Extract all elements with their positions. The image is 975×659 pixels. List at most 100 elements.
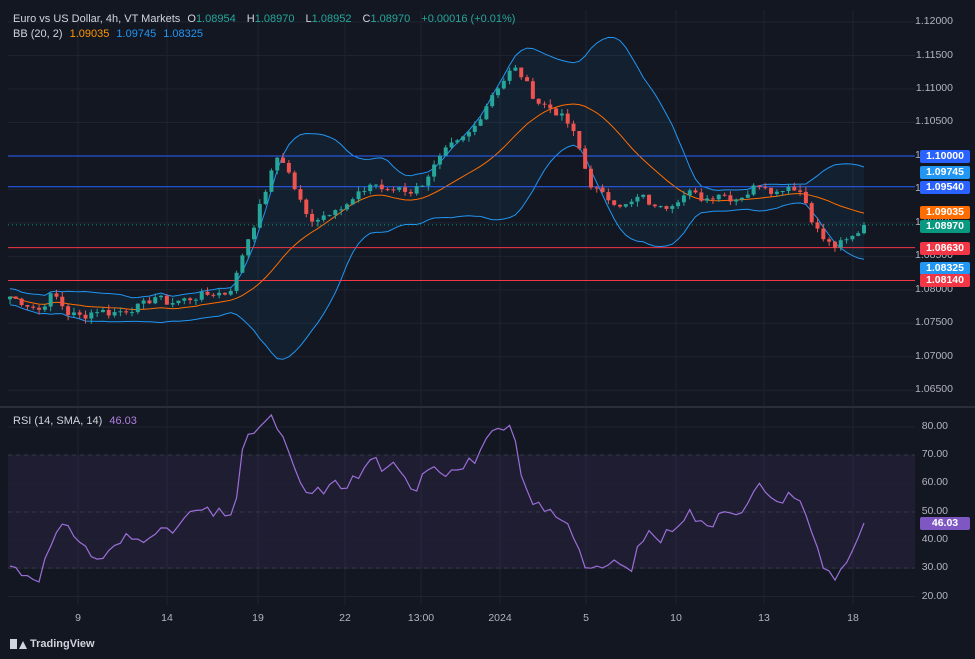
candle-body bbox=[240, 255, 245, 273]
candle-body bbox=[344, 204, 349, 210]
candle-body bbox=[536, 98, 541, 104]
candle-body bbox=[803, 191, 808, 204]
candle-body bbox=[496, 88, 500, 96]
candle-body bbox=[315, 219, 320, 222]
price-tick-label: 1.11500 bbox=[915, 48, 953, 61]
time-tick-label: 9 bbox=[75, 612, 81, 624]
candle-body bbox=[740, 197, 744, 200]
candle-body bbox=[519, 67, 524, 78]
candle-body bbox=[827, 239, 832, 242]
open-value: 1.08954 bbox=[195, 13, 236, 25]
candle-body bbox=[228, 290, 233, 295]
candle-body bbox=[339, 209, 344, 211]
time-tick-label: 13 bbox=[758, 612, 770, 624]
candle-body bbox=[832, 241, 837, 248]
candle-body bbox=[112, 312, 117, 316]
candle-body bbox=[286, 162, 291, 173]
candle-body bbox=[745, 194, 750, 198]
candle-body bbox=[461, 136, 466, 141]
candle-body bbox=[507, 70, 512, 81]
candle-body bbox=[664, 206, 669, 209]
candle-body bbox=[757, 185, 762, 188]
candle-body bbox=[321, 215, 326, 220]
bb-upper-line bbox=[9, 36, 865, 299]
candle-body bbox=[559, 113, 564, 116]
candle-body bbox=[693, 190, 698, 193]
candle-body bbox=[263, 191, 268, 205]
open-label: O bbox=[187, 13, 196, 25]
price-tick-label: 1.12000 bbox=[915, 15, 953, 28]
candle-body bbox=[618, 204, 622, 207]
time-tick-label: 2024 bbox=[488, 612, 512, 624]
price-tick-label: 1.07500 bbox=[915, 316, 953, 329]
high-label: H bbox=[246, 13, 255, 25]
candle-body bbox=[588, 168, 593, 188]
price-label: 1.10000 bbox=[920, 149, 970, 163]
candle-body bbox=[130, 312, 134, 314]
candle-body bbox=[188, 298, 193, 301]
rsi-tick-label: 60.00 bbox=[921, 476, 948, 489]
candle-body bbox=[374, 184, 378, 186]
candle-body bbox=[153, 297, 158, 304]
low-value: 1.08952 bbox=[311, 13, 352, 25]
candle-body bbox=[13, 296, 18, 299]
price-label: 1.08325 bbox=[920, 262, 970, 276]
candle-body bbox=[716, 194, 721, 200]
candle-body bbox=[147, 300, 152, 304]
candle-body bbox=[838, 240, 843, 248]
change-value: +0.00016 (+0.01%) bbox=[421, 13, 516, 25]
candle-body bbox=[751, 185, 756, 195]
candle-body bbox=[310, 213, 315, 222]
candle-body bbox=[594, 187, 599, 189]
bb-fill bbox=[10, 37, 864, 360]
candle-body bbox=[269, 170, 274, 192]
candle-body bbox=[48, 293, 53, 307]
candle-body bbox=[449, 142, 454, 148]
candle-body bbox=[356, 191, 361, 200]
candle-body bbox=[530, 81, 535, 99]
candle-body bbox=[327, 215, 332, 217]
time-tick-label: 14 bbox=[161, 612, 173, 624]
candle-body bbox=[809, 203, 814, 223]
candle-body bbox=[333, 210, 338, 216]
price-label: 1.08970 bbox=[920, 220, 970, 233]
price-tick-label: 1.10500 bbox=[915, 115, 953, 128]
rsi-legend: RSI (14, SMA, 14) 46.03 bbox=[13, 415, 141, 427]
candle-body bbox=[443, 147, 448, 156]
candle-body bbox=[37, 307, 42, 310]
bb-legend: BB (20, 2) 1.09035 1.09745 1.08325 bbox=[13, 28, 207, 40]
candle-body bbox=[89, 312, 94, 319]
close-value: 1.08970 bbox=[370, 13, 411, 25]
candle-body bbox=[513, 67, 518, 71]
candle-body bbox=[170, 303, 175, 305]
candle-body bbox=[676, 202, 681, 207]
candle-body bbox=[222, 292, 227, 295]
candle-body bbox=[774, 191, 779, 194]
candle-body bbox=[391, 189, 396, 191]
candle-body bbox=[466, 131, 471, 137]
candle-body bbox=[583, 148, 588, 169]
candle-body bbox=[298, 189, 303, 200]
candle-body bbox=[647, 194, 652, 205]
tradingview-logo[interactable]: TradingView bbox=[10, 638, 95, 650]
candle-body bbox=[60, 296, 65, 307]
candle-body bbox=[385, 189, 390, 191]
candle-body bbox=[193, 299, 198, 301]
candle-body bbox=[292, 172, 297, 190]
symbol-legend: Euro vs US Dollar, 4h, VT Markets O1.089… bbox=[13, 13, 519, 25]
candle-body bbox=[77, 312, 82, 315]
candle-body bbox=[106, 309, 111, 316]
candle-body bbox=[100, 309, 105, 313]
time-tick-label: 13:00 bbox=[407, 612, 435, 624]
candle-body bbox=[118, 311, 123, 313]
candle-body bbox=[844, 239, 849, 241]
candle-body bbox=[281, 157, 286, 163]
candle-body bbox=[257, 204, 262, 228]
rsi-tick-label: 30.00 bbox=[921, 561, 948, 574]
candle-body bbox=[124, 311, 129, 313]
candle-body bbox=[211, 294, 216, 296]
bb-basis-line bbox=[9, 103, 865, 310]
rsi-line bbox=[9, 413, 865, 583]
candle-body bbox=[612, 200, 617, 205]
